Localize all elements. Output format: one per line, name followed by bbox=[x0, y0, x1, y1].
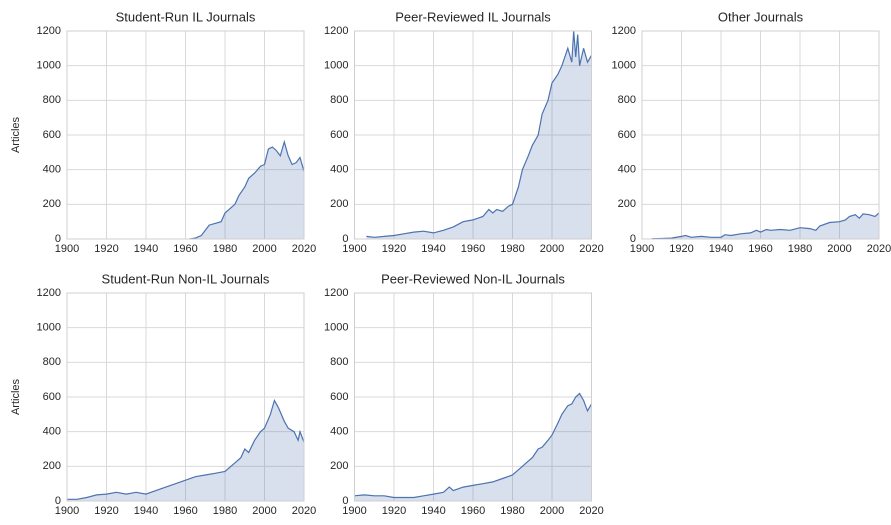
subplot-title: Student-Run IL Journals bbox=[116, 9, 256, 24]
x-tick-label: 1920 bbox=[669, 243, 693, 255]
y-tick-label: 1200 bbox=[612, 25, 636, 37]
y-tick-label: 0 bbox=[55, 495, 61, 507]
y-tick-label: 800 bbox=[43, 94, 61, 106]
x-tick-label: 1960 bbox=[748, 243, 772, 255]
x-tick-label: 1960 bbox=[461, 505, 485, 517]
y-tick-label: 0 bbox=[630, 233, 636, 245]
x-tick-label: 2020 bbox=[867, 243, 891, 255]
y-tick-label: 1000 bbox=[324, 60, 348, 72]
x-tick-label: 1980 bbox=[213, 243, 237, 255]
plot-frame bbox=[66, 292, 305, 502]
y-tick-label: 200 bbox=[618, 198, 636, 210]
y-tick-label: 400 bbox=[43, 426, 61, 438]
x-tick-label: 1960 bbox=[173, 243, 197, 255]
x-tick-label: 2000 bbox=[252, 505, 276, 517]
area-fill bbox=[651, 213, 879, 239]
x-tick-label: 1940 bbox=[134, 505, 158, 517]
x-tick-label: 1920 bbox=[94, 243, 118, 255]
x-tick-label: 2020 bbox=[579, 243, 603, 255]
y-tick-label: 600 bbox=[330, 129, 348, 141]
x-tick-label: 1980 bbox=[788, 243, 812, 255]
y-tick-label: 800 bbox=[618, 94, 636, 106]
y-tick-label: 400 bbox=[330, 164, 348, 176]
x-tick-label: 1980 bbox=[213, 505, 237, 517]
y-tick-label: 600 bbox=[330, 391, 348, 403]
area-fill bbox=[366, 31, 592, 239]
line bbox=[366, 30, 593, 238]
x-tick-label: 1940 bbox=[421, 243, 445, 255]
y-tick-label: 600 bbox=[43, 129, 61, 141]
plot-frame bbox=[354, 30, 592, 240]
x-tick-label: 1940 bbox=[421, 505, 445, 517]
x-tick-label: 2000 bbox=[540, 243, 564, 255]
x-tick-label: 2000 bbox=[252, 243, 276, 255]
y-tick-label: 800 bbox=[43, 356, 61, 368]
y-tick-label: 0 bbox=[342, 495, 348, 507]
subplot-title: Peer-Reviewed IL Journals bbox=[395, 9, 551, 24]
y-tick-label: 200 bbox=[43, 198, 61, 210]
line bbox=[651, 212, 880, 240]
y-tick-label: 200 bbox=[330, 460, 348, 472]
line bbox=[354, 392, 593, 499]
plot-frame bbox=[66, 30, 305, 240]
x-tick-label: 1960 bbox=[173, 505, 197, 517]
x-tick-label: 2000 bbox=[827, 243, 851, 255]
y-tick-label: 600 bbox=[43, 391, 61, 403]
y-tick-label: 200 bbox=[330, 198, 348, 210]
x-tick-label: 1920 bbox=[382, 505, 406, 517]
y-tick-label: 1000 bbox=[37, 60, 61, 72]
y-tick-label: 0 bbox=[342, 233, 348, 245]
y-tick-label: 600 bbox=[618, 129, 636, 141]
line bbox=[67, 398, 305, 500]
x-tick-label: 1960 bbox=[461, 243, 485, 255]
area-fill bbox=[189, 141, 304, 239]
y-tick-label: 1000 bbox=[37, 322, 61, 334]
subplot-title: Other Journals bbox=[718, 9, 804, 24]
y-tick-label: 1000 bbox=[324, 322, 348, 334]
area-fill bbox=[354, 393, 592, 501]
y-axis-label: Articles bbox=[10, 378, 22, 415]
subplot-title: Student-Run Non-IL Journals bbox=[102, 271, 270, 286]
y-tick-label: 800 bbox=[330, 94, 348, 106]
x-tick-label: 1900 bbox=[55, 505, 79, 517]
x-tick-label: 1900 bbox=[55, 243, 79, 255]
y-tick-label: 200 bbox=[43, 460, 61, 472]
x-tick-label: 1900 bbox=[342, 243, 366, 255]
y-axis-label: Articles bbox=[10, 116, 22, 153]
x-tick-label: 1920 bbox=[382, 243, 406, 255]
area-fill bbox=[67, 400, 304, 501]
y-tick-label: 1200 bbox=[324, 25, 348, 37]
x-tick-label: 1920 bbox=[94, 505, 118, 517]
plot-frame bbox=[641, 30, 880, 240]
y-tick-label: 800 bbox=[330, 356, 348, 368]
line bbox=[189, 139, 305, 240]
y-tick-label: 1000 bbox=[612, 60, 636, 72]
y-tick-label: 400 bbox=[618, 164, 636, 176]
x-tick-label: 1980 bbox=[500, 243, 524, 255]
subplot-title: Peer-Reviewed Non-IL Journals bbox=[381, 271, 565, 286]
y-tick-label: 1200 bbox=[37, 287, 61, 299]
plot-frame bbox=[354, 292, 592, 502]
x-tick-label: 2020 bbox=[579, 505, 603, 517]
y-tick-label: 400 bbox=[330, 426, 348, 438]
x-tick-label: 1900 bbox=[342, 505, 366, 517]
x-tick-label: 1940 bbox=[709, 243, 733, 255]
x-tick-label: 1940 bbox=[134, 243, 158, 255]
y-tick-label: 1200 bbox=[37, 25, 61, 37]
x-tick-label: 2000 bbox=[540, 505, 564, 517]
y-tick-label: 0 bbox=[55, 233, 61, 245]
y-tick-label: 1200 bbox=[324, 287, 348, 299]
y-tick-label: 400 bbox=[43, 164, 61, 176]
x-tick-label: 2020 bbox=[292, 505, 316, 517]
x-tick-label: 1900 bbox=[630, 243, 654, 255]
x-tick-label: 2020 bbox=[292, 243, 316, 255]
x-tick-label: 1980 bbox=[500, 505, 524, 517]
